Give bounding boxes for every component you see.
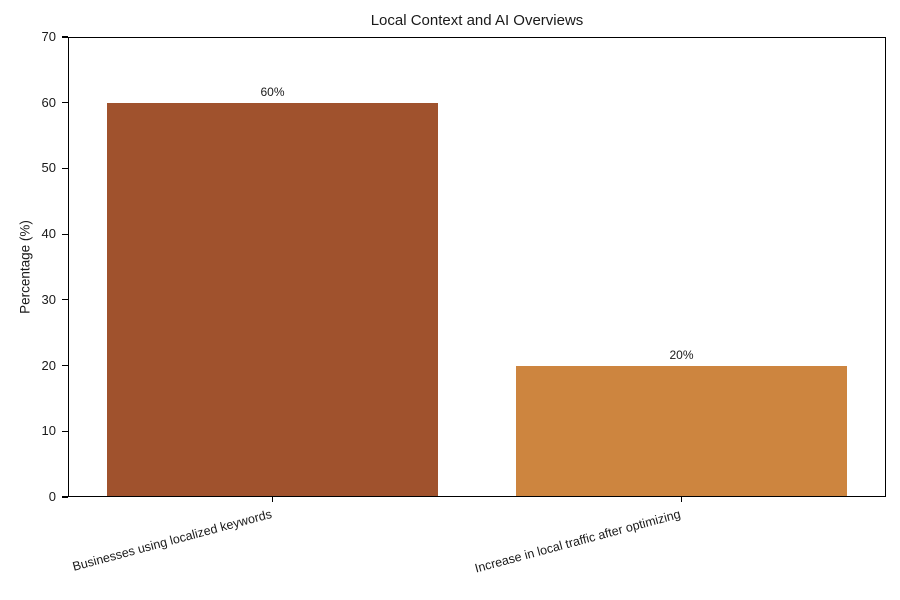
x-tick-label: Increase in local traffic after optimizi…: [473, 507, 683, 576]
y-tick-label: 20: [41, 357, 56, 373]
y-tick-label: 30: [41, 291, 56, 307]
y-tick-mark: [62, 430, 68, 432]
bar-value-label: 20%: [669, 347, 694, 362]
bar: [515, 365, 848, 497]
y-tick-label: 60: [41, 94, 56, 110]
x-tick-mark: [271, 497, 274, 502]
y-tick-mark: [62, 364, 68, 367]
y-tick-mark: [62, 299, 68, 301]
y-tick-label: 40: [41, 226, 56, 242]
y-tick-mark: [62, 36, 68, 38]
y-tick-label: 0: [48, 489, 56, 504]
y-tick-mark: [62, 496, 68, 498]
bar: [106, 102, 439, 497]
y-tick-label: 50: [41, 160, 56, 176]
chart-title: Local Context and AI Overviews: [370, 12, 584, 29]
y-tick-label: 70: [41, 29, 56, 44]
y-tick-mark: [62, 102, 68, 104]
x-tick-label: Businesses using localized keywords: [70, 507, 274, 574]
y-tick-label: 10: [41, 423, 56, 439]
bar-value-label: 60%: [260, 84, 285, 99]
y-tick-mark: [62, 233, 68, 235]
x-tick-mark: [680, 497, 683, 502]
y-tick-mark: [62, 167, 68, 170]
